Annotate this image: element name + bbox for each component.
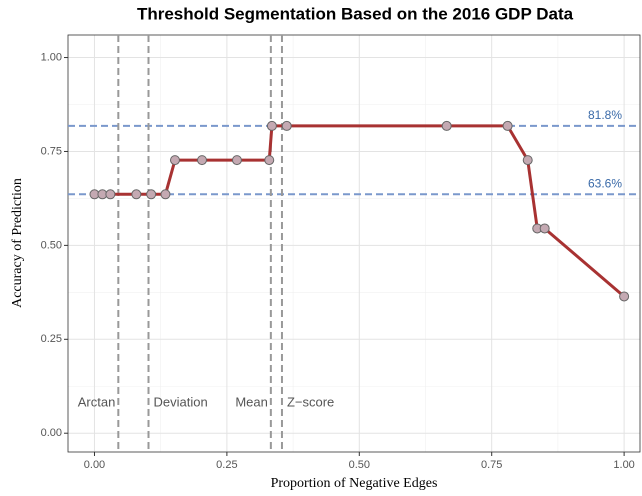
- x-tick-label: 0.50: [349, 459, 370, 471]
- y-tick-label: 0.25: [41, 333, 62, 345]
- y-tick-label: 0.75: [41, 145, 62, 157]
- y-tick-label: 1.00: [41, 51, 62, 63]
- data-point: [231, 155, 242, 166]
- data-point: [264, 155, 275, 166]
- threshold-label: Arctan: [78, 395, 116, 410]
- x-tick-label: 0.25: [216, 459, 237, 471]
- y-axis-label: Accuracy of Prediction: [10, 178, 25, 308]
- reference-label: 81.8%: [588, 108, 622, 122]
- data-point: [160, 189, 171, 200]
- data-point: [441, 120, 452, 131]
- x-tick-label: 1.00: [613, 459, 634, 471]
- data-point: [131, 189, 142, 200]
- chart-title: Threshold Segmentation Based on the 2016…: [137, 4, 574, 23]
- data-point: [196, 155, 207, 166]
- y-tick-label: 0.50: [41, 239, 62, 251]
- data-point: [619, 291, 630, 302]
- threshold-label: Z−score: [287, 395, 334, 410]
- data-point: [522, 155, 533, 166]
- data-point: [281, 120, 292, 131]
- data-point: [266, 120, 277, 131]
- threshold-label: Deviation: [154, 395, 208, 410]
- data-point: [146, 189, 157, 200]
- x-axis-label: Proportion of Negative Edges: [271, 476, 438, 491]
- threshold-label: Mean: [235, 395, 268, 410]
- x-tick-label: 0.00: [84, 459, 105, 471]
- y-tick-label: 0.00: [41, 427, 62, 439]
- reference-label: 63.6%: [588, 176, 622, 190]
- data-point: [502, 120, 513, 131]
- x-tick-label: 0.75: [481, 459, 502, 471]
- data-point: [105, 189, 116, 200]
- data-point: [539, 223, 550, 234]
- data-point: [169, 155, 180, 166]
- plot-border: [67, 34, 641, 453]
